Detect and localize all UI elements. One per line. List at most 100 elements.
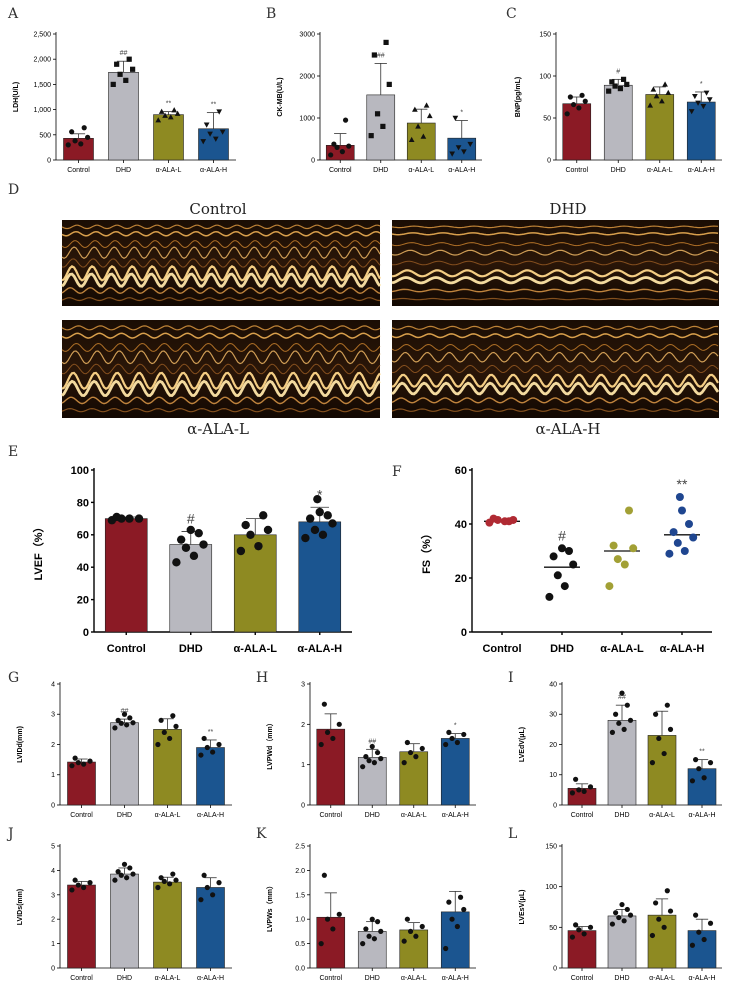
data-point — [443, 945, 449, 952]
x-tick-label: Control — [565, 167, 588, 174]
data-point — [446, 899, 452, 905]
bar — [110, 722, 139, 806]
y-tick-label: 0 — [461, 627, 467, 639]
significance-label: * — [317, 486, 323, 502]
data-point — [619, 901, 625, 908]
echo-trace — [391, 260, 719, 266]
data-point — [569, 790, 576, 796]
data-point — [65, 142, 71, 148]
echo-trace — [391, 225, 719, 229]
significance-label: ** — [211, 102, 217, 109]
data-point — [170, 713, 176, 719]
y-tick-label: 2 — [301, 722, 305, 729]
data-point — [81, 761, 87, 767]
echo-trace — [61, 240, 381, 248]
data-point — [336, 721, 342, 727]
data-point — [696, 766, 702, 772]
data-point — [449, 735, 455, 742]
x-tick-label: α-ALA-H — [448, 167, 475, 174]
data-point — [647, 102, 654, 108]
x-tick-label: Control — [571, 975, 594, 982]
y-axis-label: LVPWs（mm） — [266, 882, 274, 932]
data-point — [380, 123, 386, 129]
echo-trace — [391, 381, 720, 396]
data-point — [624, 906, 630, 913]
chart-g: 0 1 2 3 4 LVIDd(mm) Control DHD α-ALA-L α-ALA-H ##… — [17, 681, 232, 819]
y-tick-label: 2,000 — [33, 57, 51, 64]
y-axis-label: LVEdV(μL) — [519, 727, 526, 762]
data-point — [659, 98, 665, 104]
data-point — [115, 717, 121, 723]
data-point — [567, 94, 573, 100]
echo-trace — [61, 350, 381, 365]
bar — [440, 911, 470, 969]
echo-trace — [391, 325, 719, 330]
y-tick-label: 4 — [51, 681, 55, 688]
x-tick-label: Control — [319, 812, 342, 819]
y-axis-label: LVEsV(μL) — [519, 890, 526, 925]
y-tick-label: 40 — [455, 519, 467, 531]
x-tick-label: α-ALA-L — [401, 975, 427, 982]
x-tick-label: Control — [70, 975, 93, 982]
x-tick-label: α-ALA-H — [297, 643, 342, 655]
data-point — [656, 916, 662, 922]
data-point — [407, 749, 414, 756]
data-point — [581, 788, 587, 794]
panel-letter-a: A — [7, 6, 19, 22]
panel-letter-e: E — [8, 444, 18, 460]
data-point — [368, 133, 374, 139]
data-point — [158, 717, 164, 723]
data-point — [198, 752, 204, 758]
data-point — [72, 138, 78, 144]
data-point — [689, 533, 698, 542]
y-tick-label: 10 — [549, 772, 557, 779]
x-tick-label: Control — [319, 975, 342, 982]
data-point — [371, 52, 377, 58]
data-point — [127, 865, 133, 871]
y-tick-label: 100 — [545, 884, 557, 891]
bar — [440, 738, 470, 806]
y-tick-label: 20 — [455, 573, 467, 585]
chart-a: 0 500 1,000 1,500 2,000 2,500 LDH(U/L) Control D… — [13, 31, 236, 174]
x-tick-label: α-ALA-L — [600, 643, 644, 655]
data-point — [404, 916, 410, 922]
y-axis-label: LVIDd(mm) — [17, 726, 24, 763]
panel-letter-j: J — [6, 826, 14, 842]
data-point — [443, 741, 449, 748]
data-point — [118, 872, 124, 878]
data-point — [374, 749, 381, 756]
data-point — [613, 555, 622, 564]
data-point — [707, 920, 714, 926]
data-point — [564, 111, 570, 117]
echo-trace — [61, 286, 381, 295]
data-point — [181, 543, 191, 552]
data-point — [321, 872, 327, 878]
data-point — [685, 520, 693, 528]
data-point — [87, 880, 93, 886]
bar — [686, 101, 716, 161]
data-point — [124, 722, 130, 728]
panel-letter-f: F — [392, 464, 402, 480]
data-point — [167, 114, 174, 120]
y-tick-label: 0.5 — [295, 941, 305, 948]
x-tick-label: α-ALA-L — [649, 975, 675, 982]
y-tick-label: 3 — [51, 712, 55, 719]
x-tick-label: DHD — [117, 812, 132, 819]
data-point — [201, 735, 207, 742]
data-point — [624, 702, 630, 708]
data-point — [207, 131, 213, 137]
data-point — [579, 92, 585, 98]
data-point — [134, 514, 144, 523]
data-point — [127, 715, 133, 721]
data-point — [419, 745, 425, 752]
x-tick-label: DHD — [550, 643, 574, 655]
data-point — [174, 110, 181, 116]
x-tick-label: DHD — [179, 643, 203, 655]
data-point — [69, 763, 75, 769]
panel-letter-d: D — [8, 182, 19, 198]
echo-trace — [61, 230, 381, 237]
data-point — [693, 912, 699, 918]
data-point — [81, 125, 87, 131]
data-point — [605, 582, 614, 591]
